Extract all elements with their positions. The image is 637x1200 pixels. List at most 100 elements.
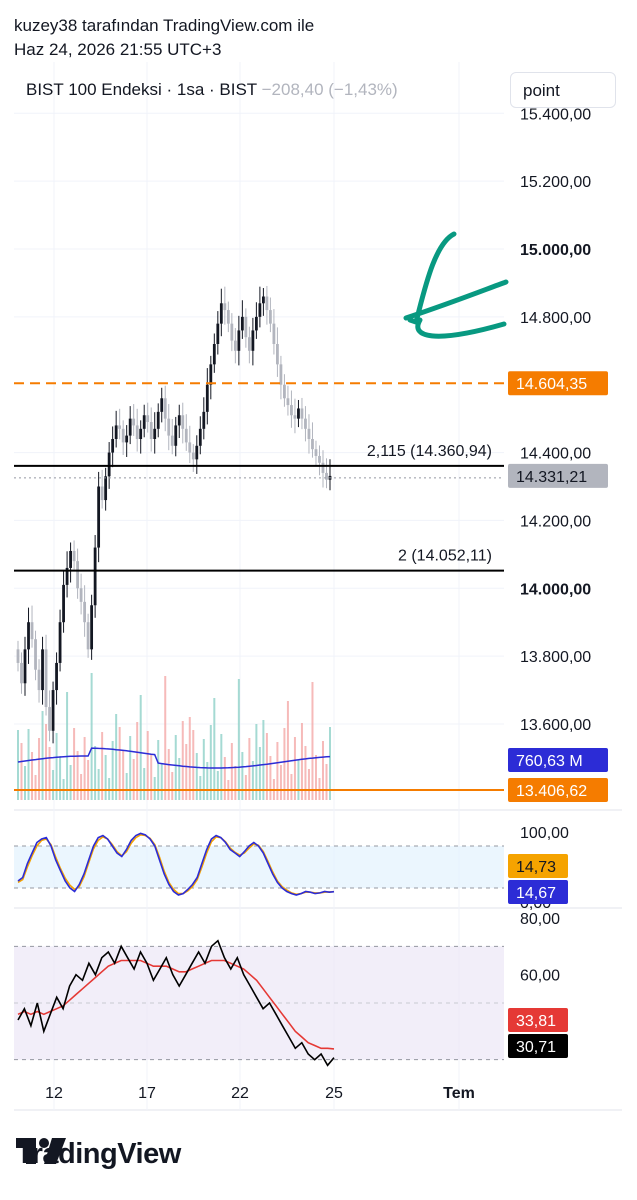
candle-body [163, 398, 167, 419]
point-button[interactable]: point [510, 72, 616, 108]
candle-body [104, 476, 108, 501]
volume-bar [185, 744, 188, 800]
candle-body [23, 649, 27, 684]
x-tick-label: Tem [443, 1085, 475, 1102]
candle-body [93, 547, 97, 606]
y-tick-label: 13.800,00 [520, 649, 591, 666]
volume-ma-line [17, 747, 331, 769]
candle-body [44, 649, 48, 708]
y-tick-label: 13.600,00 [520, 717, 591, 734]
candle-body [304, 418, 307, 429]
candle-body [191, 452, 195, 460]
volume-bar [136, 722, 139, 800]
candle-body [76, 561, 79, 589]
volume-bar [17, 730, 19, 800]
symbol-legend: BIST 100 Endeksi · 1sa · BIST −208,40 (−… [26, 80, 398, 100]
candle-body [205, 384, 209, 412]
volume-bar [111, 741, 114, 800]
candle-body [216, 323, 220, 344]
volume-bar [265, 733, 268, 800]
volume-bar [220, 734, 223, 800]
stoch-k-label-bg [508, 880, 568, 904]
volume-bar [297, 760, 300, 800]
candle-body [111, 439, 115, 453]
candle-body [237, 330, 241, 351]
y-tick-label: 15.000,00 [520, 242, 591, 259]
candle-body [290, 405, 293, 416]
candle-body [153, 428, 157, 439]
candle-body [286, 398, 290, 406]
volume-bar [223, 757, 226, 800]
volume-bar [69, 765, 72, 800]
candle-body [90, 605, 94, 650]
volume-bar [101, 732, 104, 800]
volume-bar [321, 741, 324, 800]
volume-bar [188, 717, 191, 800]
volume-bar [125, 773, 128, 800]
candle-body [97, 486, 101, 548]
volume-bar [230, 743, 233, 800]
chart-svg[interactable]: 15.400,00 15.200,00 15.000,00 14.800,00 14.4… [14, 62, 622, 1112]
x-tick-label: 12 [45, 1085, 63, 1102]
volume-bar [262, 720, 265, 800]
volume-bar [311, 682, 314, 800]
volume-bar [55, 733, 58, 800]
candle-body [167, 418, 171, 436]
volume-bar [269, 756, 272, 800]
rsi-line [17, 939, 335, 1067]
candle-body [251, 330, 255, 351]
candle-body [258, 303, 262, 317]
volume-bar [52, 770, 55, 800]
candle-body [114, 425, 118, 439]
volume-bar [76, 751, 79, 800]
volume-bar [83, 737, 86, 800]
candle-body [269, 310, 272, 324]
volume-bar [41, 711, 44, 800]
volume-bar [329, 727, 331, 800]
volume-bar [248, 738, 251, 800]
candle-body [107, 452, 111, 477]
candle-body [160, 398, 164, 412]
volume-bar [27, 729, 30, 800]
volume-bar [258, 747, 261, 800]
x-tick-label: 22 [231, 1085, 249, 1102]
price-change: −208,40 (−1,43%) [261, 80, 398, 99]
candle-body [65, 567, 69, 585]
candle-body [230, 323, 234, 341]
volume-bar [31, 752, 34, 800]
stoch-k-label: 14,67 [516, 885, 556, 902]
rsi-ma-line [17, 959, 335, 1050]
price-label: 14.331,21 [516, 469, 587, 486]
volume-bar [38, 738, 41, 800]
price-label: 13.406,62 [516, 783, 587, 800]
chart-background [14, 62, 622, 1112]
volume-bar [195, 753, 198, 800]
volume-bar [24, 766, 27, 800]
volume-bar [174, 735, 177, 800]
timestamp-line: Haz 24, 2026 21:55 UTC+3 [14, 40, 222, 59]
volume-bar [206, 762, 209, 800]
chart-frame[interactable]: 15.400,00 15.200,00 15.000,00 14.800,00 14.4… [14, 62, 622, 1112]
candle-body [55, 662, 58, 691]
price-label: 14.604,35 [516, 376, 587, 393]
volume-bar [118, 727, 121, 800]
price-label-bg [508, 463, 608, 488]
candle-body [41, 649, 44, 691]
volume-bar [59, 756, 62, 800]
candle-body [27, 622, 30, 650]
candle-body [48, 707, 51, 731]
candle-body [314, 449, 318, 456]
volume-bar [34, 775, 37, 800]
y-tick-label: 14.200,00 [520, 513, 591, 530]
fib-level-label: 2,115 (14.360,94) [367, 443, 492, 460]
candle-body [58, 622, 62, 663]
candle-body [279, 364, 283, 385]
tradingview-mark-icon [16, 1138, 66, 1164]
candle-body [16, 649, 20, 663]
candle-body [170, 435, 174, 446]
volume-bar [209, 725, 212, 800]
candle-body [198, 428, 202, 446]
candle-body [128, 418, 132, 436]
volume-bar [202, 739, 205, 800]
volume-bar [293, 737, 296, 800]
